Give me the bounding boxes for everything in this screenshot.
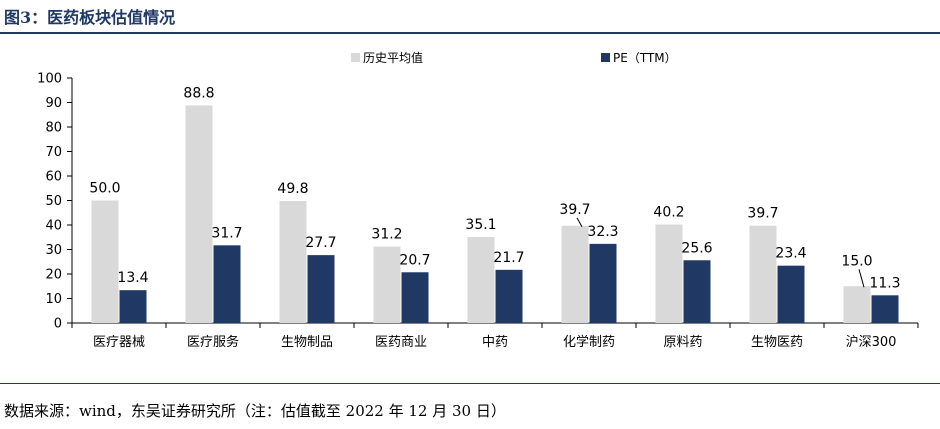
legend-swatch <box>601 53 610 62</box>
data-label: 20.7 <box>399 252 430 268</box>
data-label: 31.7 <box>211 225 242 241</box>
bar-chart: 0 10 20 30 40 50 60 70 80 90 100 50.0 13.4 医疗器械 88.8 31… <box>37 50 919 350</box>
bar-pe-ttm <box>307 255 335 323</box>
bar-historical-average <box>561 225 589 323</box>
data-label: 88.8 <box>183 85 214 101</box>
data-label: 31.2 <box>371 227 402 243</box>
y-tick-label: 10 <box>45 292 62 307</box>
bar-historical-average <box>749 225 777 323</box>
legend-swatch <box>351 53 360 62</box>
bar-historical-average <box>655 224 683 323</box>
y-tick-label: 30 <box>45 243 62 258</box>
data-label: 11.3 <box>869 275 900 291</box>
x-category-label: 沪深300 <box>846 334 897 350</box>
bar-historical-average <box>467 237 495 323</box>
data-label: 40.2 <box>653 205 684 221</box>
data-label: 32.3 <box>587 224 618 240</box>
data-label: 23.4 <box>775 246 806 262</box>
y-tick-label: 90 <box>45 96 62 111</box>
title-rule <box>0 32 940 34</box>
data-label: 49.8 <box>277 181 308 197</box>
data-label: 25.6 <box>681 240 712 256</box>
legend-label: 历史平均值 <box>363 50 423 65</box>
bar-historical-average <box>373 246 401 323</box>
data-label: 13.4 <box>117 270 148 286</box>
x-category-label: 医药商业 <box>375 335 427 350</box>
y-tick-label: 20 <box>45 268 62 283</box>
data-label: 21.7 <box>493 250 524 266</box>
x-category-label: 原料药 <box>663 335 702 350</box>
data-label-leader <box>858 269 865 288</box>
y-tick-label: 100 <box>37 72 62 87</box>
figure-title: 图3：医药板块估值情况 <box>4 8 176 27</box>
y-tick-label: 70 <box>45 145 62 160</box>
data-label: 50.0 <box>89 181 120 197</box>
x-category-label: 医疗器械 <box>93 335 145 350</box>
bar-pe-ttm <box>119 290 147 323</box>
x-category-label: 中药 <box>482 335 508 350</box>
bar-pe-ttm <box>871 295 899 323</box>
x-category-label: 化学制药 <box>563 334 615 350</box>
bar-historical-average <box>843 286 871 323</box>
bar-pe-ttm <box>401 272 429 323</box>
x-category-label: 医疗服务 <box>187 334 239 350</box>
data-label: 39.7 <box>559 202 590 218</box>
y-tick-label: 40 <box>45 219 62 234</box>
source-rule <box>0 383 940 384</box>
bar-historical-average <box>91 200 119 323</box>
legend-label: PE（TTM） <box>613 51 677 65</box>
y-tick-label: 60 <box>45 170 62 185</box>
bar-historical-average <box>185 105 213 323</box>
y-tick-label: 80 <box>45 121 62 136</box>
bar-pe-ttm <box>589 243 617 323</box>
data-label: 15.0 <box>841 253 872 269</box>
bar-pe-ttm <box>213 245 241 323</box>
bar-pe-ttm <box>495 269 523 323</box>
data-label: 39.7 <box>747 206 778 222</box>
bar-pe-ttm <box>777 265 805 323</box>
data-label: 27.7 <box>305 235 336 251</box>
data-label-leader <box>576 217 583 227</box>
data-label: 35.1 <box>465 217 496 233</box>
y-tick-label: 50 <box>45 194 62 209</box>
source-note: 数据来源：wind，东吴证券研究所（注：估值截至 2022 年 12 月 30 … <box>4 402 506 420</box>
bar-historical-average <box>279 200 307 323</box>
bar-pe-ttm <box>683 260 711 323</box>
x-category-label: 生物医药 <box>751 335 803 350</box>
x-category-label: 生物制品 <box>281 335 333 350</box>
y-tick-label: 0 <box>54 317 62 332</box>
